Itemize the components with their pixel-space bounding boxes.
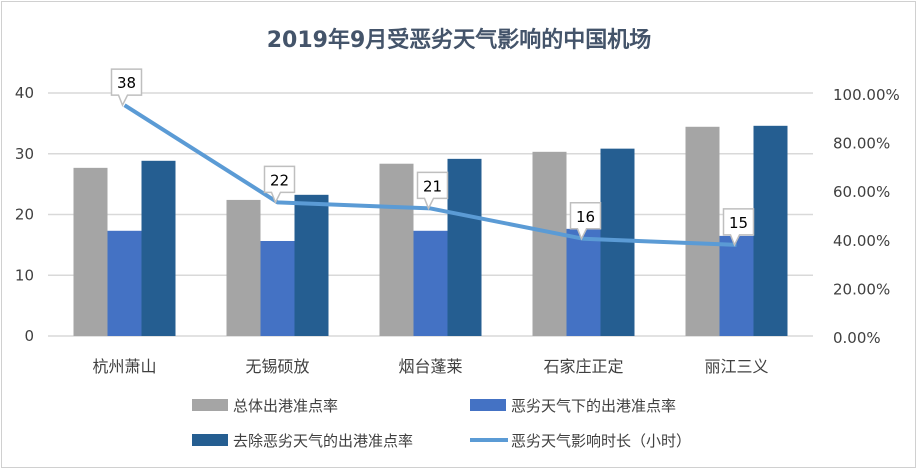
data-label: 16 [576,208,595,226]
legend-label: 去除恶劣天气的出港准点率 [233,432,413,450]
left-tick-label: 30 [15,145,34,163]
legend-swatch [192,399,228,411]
legend-swatch [192,434,228,446]
bar-3 [447,158,482,336]
left-tick-label: 10 [15,266,34,284]
bar-3 [753,125,788,337]
right-tick-label: 0.00% [833,329,881,347]
category-label: 石家庄正定 [543,357,623,376]
left-tick-label: 40 [15,84,34,102]
data-label: 21 [423,177,442,195]
legend-swatch [470,399,506,411]
legend-label: 总体出港准点率 [233,397,338,415]
bar-1 [532,151,567,336]
bar-3 [294,194,329,336]
bar-2 [566,228,601,336]
bar-2 [719,235,754,336]
legend-label: 恶劣天气影响时长（小时） [511,432,691,450]
bar-1 [379,163,414,336]
bar-2 [260,240,295,336]
data-label: 15 [729,214,748,232]
right-tick-label: 80.00% [833,135,890,153]
right-tick-label: 40.00% [833,232,890,250]
left-tick-label: 20 [15,206,34,224]
data-label-callout [416,171,449,211]
right-tick-label: 60.00% [833,183,890,201]
category-label: 烟台蓬莱 [398,357,462,376]
legend-label: 恶劣天气下的出港准点率 [511,397,676,415]
chart-title: 2019年9月受恶劣天气影响的中国机场 [267,27,652,53]
data-label: 22 [270,171,289,189]
bar-1 [226,199,261,336]
data-label: 38 [117,74,136,92]
category-label: 杭州萧山 [92,357,156,376]
data-label-callout [722,208,755,247]
category-label: 丽江三义 [704,357,768,376]
right-tick-label: 20.00% [833,280,890,298]
bar-2 [107,230,142,336]
bar-3 [141,160,176,336]
right-tick-label: 100.00% [833,86,900,104]
left-tick-label: 0 [24,327,34,345]
bar-1 [73,167,108,336]
data-label-callout [263,165,296,205]
category-label: 无锡硕放 [245,357,309,376]
data-label-callout [569,202,602,241]
bar-2 [413,230,448,336]
bar-1 [685,126,720,336]
data-label-callout [110,68,143,107]
